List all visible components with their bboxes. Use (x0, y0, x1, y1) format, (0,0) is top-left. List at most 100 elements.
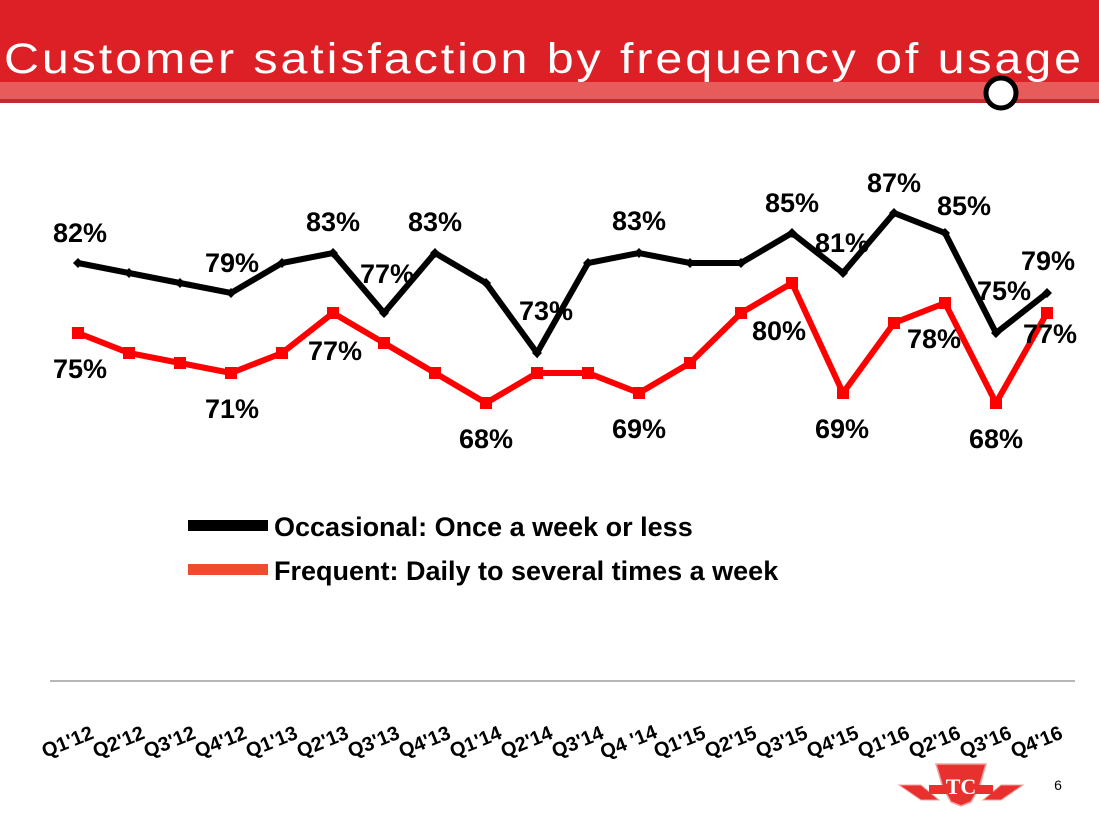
data-label-frequent: 75% (53, 354, 107, 384)
data-point-occasional (1042, 288, 1052, 298)
data-point-occasional (991, 328, 1001, 338)
data-label-frequent: 77% (308, 336, 362, 366)
x-tick-label: Q1'12 (39, 722, 97, 763)
data-point-occasional (379, 308, 389, 318)
data-label-occasional: 73% (519, 296, 573, 326)
cursor-circle-icon (983, 75, 1019, 111)
line-chart: 82%79%83%77%83%73%83%85%81%87%85%75%79%7… (39, 168, 1077, 764)
x-tick-label: Q4'13 (396, 722, 454, 763)
page-number: 6 (1054, 777, 1062, 793)
data-point-frequent (72, 327, 84, 339)
data-label-frequent: 69% (612, 414, 666, 444)
data-label-frequent: 80% (752, 316, 806, 346)
data-point-frequent (837, 387, 849, 399)
x-tick-label: Q2'15 (702, 722, 760, 763)
x-tick-label: Q2'13 (294, 722, 352, 763)
data-label-frequent: 68% (459, 424, 513, 454)
data-point-frequent (531, 367, 543, 379)
data-label-occasional: 81% (815, 228, 869, 258)
legend-label-frequent: Frequent: Daily to several times a week (274, 556, 779, 586)
data-label-occasional: 87% (867, 168, 921, 198)
data-label-occasional: 77% (360, 259, 414, 289)
data-point-occasional (430, 248, 440, 258)
data-label-frequent: 78% (907, 324, 961, 354)
ttc-logo-icon: TC (897, 763, 1025, 807)
data-point-occasional (889, 208, 899, 218)
data-labels: 82%79%83%77%83%73%83%85%81%87%85%75%79%7… (53, 168, 1077, 454)
x-tick-label: Q3'13 (345, 722, 403, 763)
data-label-occasional: 85% (765, 188, 819, 218)
data-point-occasional (175, 278, 185, 288)
legend-swatch-frequent (188, 564, 268, 575)
data-point-occasional (328, 248, 338, 258)
legend-item-frequent[interactable]: Frequent: Daily to several times a week (188, 556, 779, 586)
data-label-occasional: 79% (205, 248, 259, 278)
data-point-frequent (123, 347, 135, 359)
legend-label-occasional: Occasional: Once a week or less (274, 512, 693, 542)
data-label-frequent: 77% (1023, 319, 1077, 349)
series-layer (72, 208, 1053, 410)
legend-swatch-occasional (188, 520, 268, 531)
x-tick-label: Q3'15 (753, 722, 811, 763)
data-point-occasional (838, 268, 848, 278)
data-label-frequent: 69% (815, 414, 869, 444)
data-label-frequent: 71% (205, 394, 259, 424)
legend: Occasional: Once a week or less Frequent… (188, 512, 779, 586)
data-label-occasional: 85% (937, 191, 991, 221)
header-background (0, 0, 1099, 82)
x-tick-label: Q1'16 (855, 722, 913, 763)
data-point-frequent (633, 387, 645, 399)
x-tick-label: Q4'15 (804, 722, 862, 763)
data-point-frequent (582, 367, 594, 379)
x-tick-label: Q2'12 (90, 722, 148, 763)
data-point-occasional (226, 288, 236, 298)
data-label-occasional: 83% (408, 207, 462, 237)
data-point-frequent (888, 317, 900, 329)
data-point-frequent (990, 397, 1002, 409)
legend-item-occasional[interactable]: Occasional: Once a week or less (188, 512, 693, 542)
series-line-occasional (77, 209, 1049, 359)
data-point-occasional (583, 258, 593, 268)
x-tick-label: Q4'12 (192, 722, 250, 763)
header-band (0, 82, 1099, 99)
x-tick-label: Q3'16 (957, 722, 1015, 763)
data-point-occasional (634, 248, 644, 258)
page-title: Customer satisfaction by frequency of us… (4, 35, 1084, 83)
header-strip (0, 99, 1099, 103)
data-point-occasional (736, 258, 746, 268)
data-point-frequent (378, 337, 390, 349)
data-point-frequent (939, 297, 951, 309)
data-label-frequent: 68% (969, 424, 1023, 454)
data-label-occasional: 83% (612, 206, 666, 236)
header: Customer satisfaction by frequency of us… (0, 0, 1099, 111)
data-label-occasional: 82% (53, 218, 107, 248)
data-point-frequent (174, 357, 186, 369)
data-point-frequent (276, 347, 288, 359)
data-point-occasional (787, 228, 797, 238)
data-point-frequent (429, 367, 441, 379)
data-point-frequent (225, 367, 237, 379)
data-point-occasional (940, 228, 950, 238)
data-point-frequent (327, 307, 339, 319)
data-point-occasional (73, 258, 83, 268)
x-tick-label: Q1'15 (651, 722, 709, 763)
data-point-occasional (277, 258, 287, 268)
data-point-frequent (1041, 307, 1053, 319)
x-tick-label: Q2'16 (906, 722, 964, 763)
x-tick-label: Q3'12 (141, 722, 199, 763)
x-tick-label: Q1'13 (243, 722, 301, 763)
data-point-occasional (685, 258, 695, 268)
x-tick-label: Q4'16 (1008, 722, 1066, 763)
data-point-frequent (684, 357, 696, 369)
x-axis-ticks: Q1'12Q2'12Q3'12Q4'12Q1'13Q2'13Q3'13Q4'13… (39, 721, 1066, 764)
data-point-occasional (124, 268, 134, 278)
series-line-frequent (76, 278, 1050, 410)
data-point-frequent (735, 307, 747, 319)
data-label-occasional: 79% (1021, 246, 1075, 276)
data-label-occasional: 75% (977, 276, 1031, 306)
ttc-logo-letters: TC (946, 774, 977, 799)
data-point-occasional (481, 278, 491, 288)
data-point-frequent (786, 277, 798, 289)
data-label-occasional: 83% (306, 207, 360, 237)
